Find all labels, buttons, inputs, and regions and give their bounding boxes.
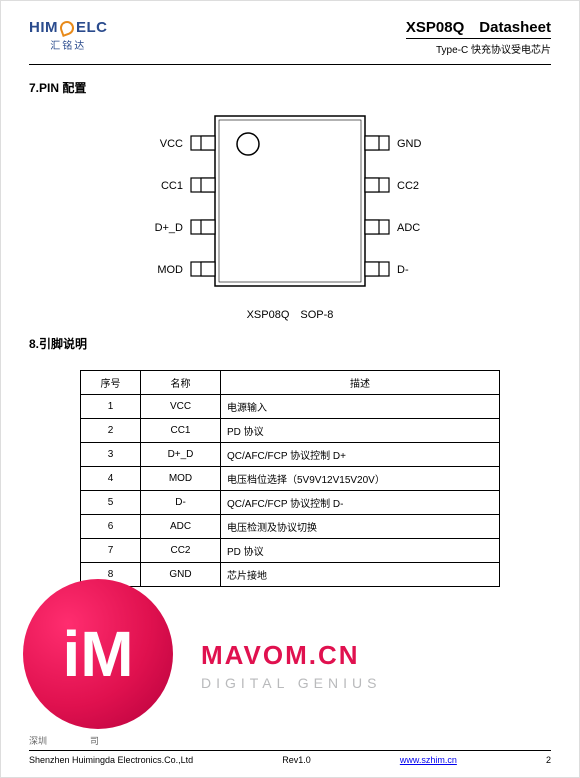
- footer-rev: Rev1.0: [282, 755, 311, 765]
- watermark-text: MAVOM.CN DIGITAL GENIUS: [201, 640, 381, 691]
- chip-svg: VCC CC1 D+_D MOD GND CC2 ADC D-: [100, 106, 480, 301]
- logo-swirl-icon: [58, 19, 76, 37]
- footer-link[interactable]: www.szhim.cn: [400, 755, 457, 765]
- svg-text:CC2: CC2: [397, 180, 419, 192]
- footer-page: 2: [546, 755, 551, 765]
- table-header: 名称: [141, 371, 221, 395]
- watermark-badge-text: iM: [62, 617, 133, 691]
- footer-company: Shenzhen Huimingda Electronics.Co.,Ltd: [29, 755, 193, 765]
- watermark-sub: DIGITAL GENIUS: [201, 675, 381, 691]
- chip-diagram: VCC CC1 D+_D MOD GND CC2 ADC D- XSP08Q SOP-8: [1, 106, 579, 321]
- table-row: 1VCC电源输入: [81, 395, 500, 419]
- title-block: XSP08Q Datasheet Type-C 快充协议受电芯片: [406, 19, 551, 56]
- section-pin-desc: 8.引脚说明: [29, 335, 579, 352]
- table-row: 8GND芯片接地: [81, 563, 500, 587]
- table-row: 3D+_DQC/AFC/FCP 协议控制 D+: [81, 443, 500, 467]
- footer: Shenzhen Huimingda Electronics.Co.,Ltd R…: [29, 750, 551, 765]
- table-row: 7CC2PD 协议: [81, 539, 500, 563]
- svg-text:MOD: MOD: [157, 264, 183, 276]
- doc-subtitle: Type-C 快充协议受电芯片: [406, 38, 551, 56]
- svg-text:D+_D: D+_D: [155, 222, 183, 234]
- watermark-main: MAVOM.CN: [201, 640, 381, 671]
- watermark-badge: iM: [23, 579, 173, 729]
- logo: HIMELC 汇铭达: [29, 19, 108, 52]
- pin-table-wrap: 序号名称描述1VCC电源输入2CC1PD 协议3D+_DQC/AFC/FCP 协…: [80, 370, 500, 587]
- table-header: 描述: [221, 371, 500, 395]
- svg-text:GND: GND: [397, 138, 422, 150]
- doc-title: XSP08Q Datasheet: [406, 19, 551, 36]
- table-header: 序号: [81, 371, 141, 395]
- table-row: 4MOD电压档位选择（5V9V12V15V20V）: [81, 467, 500, 491]
- svg-text:ADC: ADC: [397, 222, 420, 234]
- header-rule: [29, 64, 551, 65]
- logo-text: HIMELC: [29, 19, 108, 36]
- svg-text:D-: D-: [397, 264, 409, 276]
- table-row: 2CC1PD 协议: [81, 419, 500, 443]
- header: HIMELC 汇铭达 XSP08Q Datasheet Type-C 快充协议受…: [1, 1, 579, 62]
- footer-cn: 深圳Huimingda司: [29, 734, 99, 747]
- svg-text:CC1: CC1: [161, 180, 183, 192]
- table-row: 6ADC电压检测及协议切换: [81, 515, 500, 539]
- logo-subtext: 汇铭达: [50, 37, 86, 52]
- svg-text:VCC: VCC: [160, 138, 183, 150]
- table-row: 5D-QC/AFC/FCP 协议控制 D-: [81, 491, 500, 515]
- chip-package-label: XSP08Q SOP-8: [247, 309, 334, 321]
- pin-table: 序号名称描述1VCC电源输入2CC1PD 协议3D+_DQC/AFC/FCP 协…: [80, 370, 500, 587]
- section-pin-config: 7.PIN 配置: [29, 79, 579, 96]
